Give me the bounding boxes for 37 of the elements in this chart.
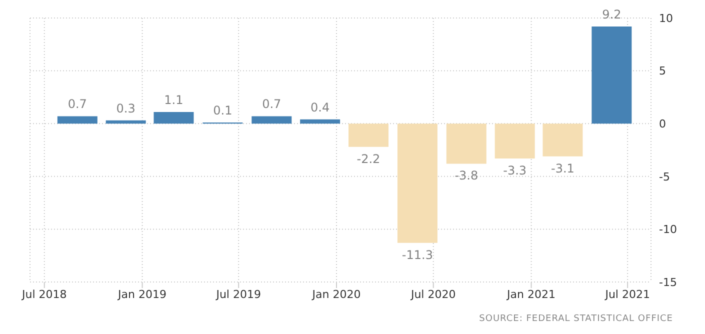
bar xyxy=(397,124,438,243)
data-label: -3.8 xyxy=(454,168,478,183)
y-tick-label: 0 xyxy=(659,118,666,131)
data-label: 0.7 xyxy=(262,97,282,112)
bar xyxy=(446,124,486,164)
x-tick-label: Jan 2020 xyxy=(311,288,361,301)
y-tick-label: -15 xyxy=(659,276,677,289)
x-tick-label: Jul 2018 xyxy=(20,288,67,301)
data-label: -3.3 xyxy=(503,163,527,178)
bar xyxy=(592,26,632,124)
data-label: -3.1 xyxy=(551,161,574,176)
data-label: 9.2 xyxy=(602,7,622,22)
bar xyxy=(348,124,388,147)
data-label: -11.3 xyxy=(402,248,433,262)
data-label: 0.7 xyxy=(68,97,87,112)
data-label: 0.3 xyxy=(116,101,136,116)
x-tick-label: Jul 2021 xyxy=(604,288,650,301)
bar xyxy=(494,124,535,158)
bar xyxy=(542,124,583,156)
x-tick-label: Jan 2019 xyxy=(117,288,167,301)
y-tick-label: 5 xyxy=(659,64,666,78)
data-label: 1.1 xyxy=(164,92,184,107)
data-label: 0.4 xyxy=(310,100,330,114)
x-tick-label: Jan 2021 xyxy=(506,288,556,301)
y-tick-label: -10 xyxy=(659,223,677,236)
source-note: SOURCE: FEDERAL STATISTICAL OFFICE xyxy=(479,314,673,324)
bar xyxy=(57,116,98,124)
x-tick-label: Jul 2020 xyxy=(410,288,456,301)
data-label: 0.1 xyxy=(213,104,232,118)
y-tick-label: 10 xyxy=(659,12,673,25)
data-label: -2.2 xyxy=(356,152,380,166)
bar xyxy=(252,116,292,124)
bar xyxy=(300,119,340,124)
bar xyxy=(106,120,146,124)
x-tick-label: Jul 2019 xyxy=(215,288,261,301)
y-tick-label: -5 xyxy=(659,170,670,184)
bar xyxy=(154,112,194,124)
